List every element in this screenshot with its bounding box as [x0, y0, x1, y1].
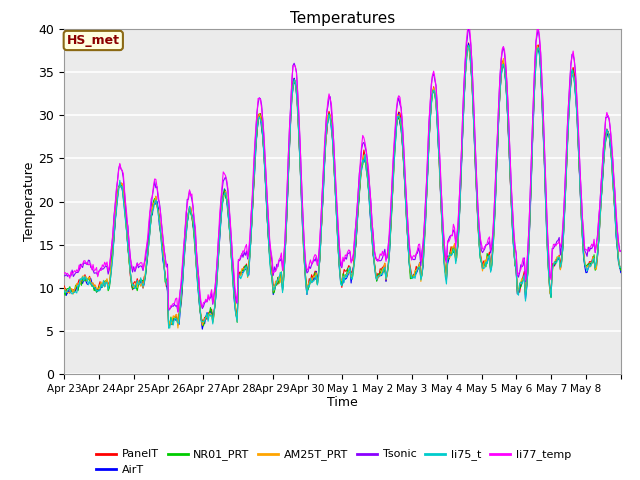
li75_t	[617, 264, 625, 270]
li75_t	[568, 66, 576, 72]
li75_t	[296, 158, 304, 164]
NR01_PRT	[617, 267, 625, 273]
AirT	[296, 158, 304, 164]
Tsonic	[465, 22, 472, 27]
Text: HS_met: HS_met	[67, 34, 120, 47]
li77_temp	[568, 55, 576, 60]
Tsonic	[617, 249, 625, 254]
Line: NR01_PRT: NR01_PRT	[64, 46, 621, 328]
li77_temp	[399, 139, 407, 144]
Line: AirT: AirT	[64, 44, 621, 329]
AM25T_PRT	[470, 131, 478, 137]
li77_temp	[174, 309, 182, 315]
li75_t	[373, 276, 381, 282]
Title: Temperatures: Temperatures	[290, 11, 395, 26]
li77_temp	[234, 256, 242, 262]
AirT	[568, 73, 576, 79]
AirT	[472, 168, 479, 174]
NR01_PRT	[164, 325, 172, 331]
PanelT	[60, 283, 68, 289]
PanelT	[472, 161, 479, 167]
NR01_PRT	[234, 275, 242, 280]
NR01_PRT	[296, 159, 304, 165]
PanelT	[465, 40, 472, 46]
li75_t	[60, 287, 68, 293]
Tsonic	[234, 258, 242, 264]
NR01_PRT	[568, 69, 576, 74]
AM25T_PRT	[568, 72, 576, 78]
li75_t	[472, 162, 479, 168]
AirT	[465, 41, 472, 47]
Line: AM25T_PRT: AM25T_PRT	[64, 46, 621, 328]
li77_temp	[617, 248, 625, 253]
Line: Tsonic: Tsonic	[64, 24, 621, 312]
Tsonic	[399, 141, 407, 146]
Line: li75_t: li75_t	[64, 46, 621, 328]
AM25T_PRT	[60, 285, 68, 290]
li77_temp	[373, 256, 381, 262]
AM25T_PRT	[617, 264, 625, 270]
NR01_PRT	[465, 43, 472, 48]
AM25T_PRT	[234, 270, 242, 276]
Y-axis label: Temperature: Temperature	[22, 162, 36, 241]
NR01_PRT	[373, 278, 381, 284]
Tsonic	[568, 51, 576, 57]
Tsonic	[60, 273, 68, 279]
li77_temp	[472, 149, 479, 155]
Line: li77_temp: li77_temp	[64, 26, 621, 312]
AirT	[373, 278, 381, 284]
PanelT	[234, 275, 242, 281]
AirT	[234, 275, 242, 281]
li77_temp	[465, 23, 472, 29]
AM25T_PRT	[533, 43, 541, 48]
li77_temp	[60, 270, 68, 276]
li77_temp	[296, 136, 304, 142]
X-axis label: Time: Time	[327, 396, 358, 408]
PanelT	[399, 156, 407, 162]
PanelT	[164, 323, 172, 328]
AirT	[399, 156, 407, 162]
PanelT	[373, 276, 381, 282]
AirT	[198, 326, 206, 332]
Tsonic	[472, 147, 479, 153]
AirT	[60, 287, 68, 292]
AM25T_PRT	[373, 277, 381, 283]
NR01_PRT	[472, 166, 479, 171]
Tsonic	[174, 309, 182, 315]
Tsonic	[296, 138, 304, 144]
AM25T_PRT	[174, 325, 182, 331]
AirT	[617, 270, 625, 276]
li75_t	[399, 154, 407, 160]
Legend: PanelT, AirT, NR01_PRT, AM25T_PRT, Tsonic, li75_t, li77_temp: PanelT, AirT, NR01_PRT, AM25T_PRT, Tsoni…	[92, 445, 575, 480]
PanelT	[617, 265, 625, 271]
AM25T_PRT	[296, 157, 304, 163]
PanelT	[296, 155, 304, 160]
PanelT	[568, 69, 576, 75]
li75_t	[166, 325, 173, 331]
NR01_PRT	[399, 158, 407, 164]
li75_t	[234, 276, 242, 282]
li75_t	[465, 43, 472, 48]
Line: PanelT: PanelT	[64, 43, 621, 325]
NR01_PRT	[60, 288, 68, 294]
AM25T_PRT	[399, 156, 407, 161]
Tsonic	[373, 257, 381, 263]
